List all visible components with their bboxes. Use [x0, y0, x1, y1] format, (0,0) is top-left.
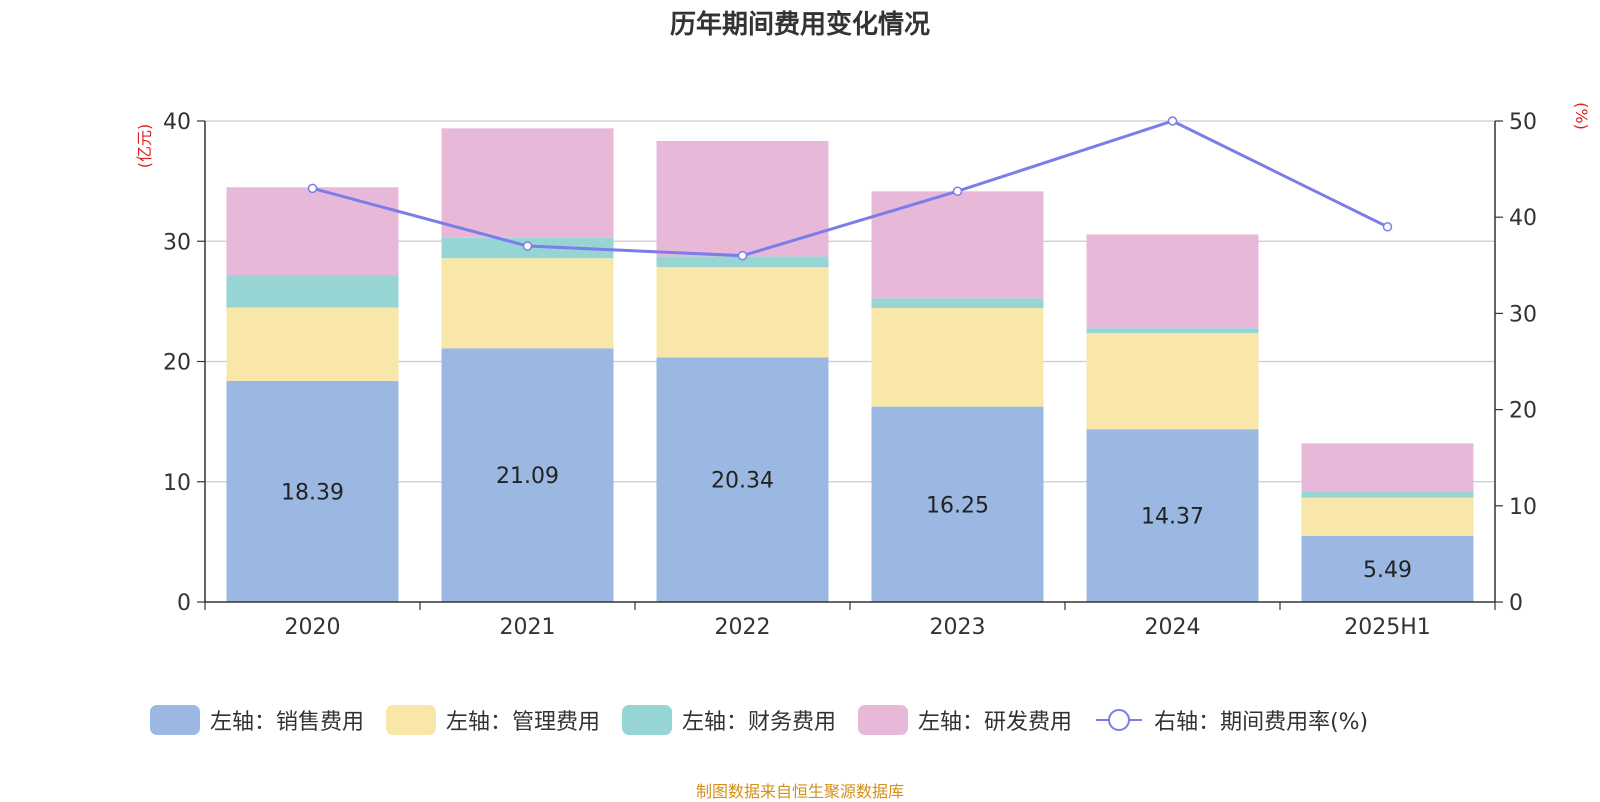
- legend-label: 右轴：期间费用率(%): [1154, 710, 1369, 735]
- right-axis-tick-label: 20: [1509, 399, 1537, 424]
- bar-segment: [871, 298, 1044, 308]
- rate-point: [307, 183, 318, 194]
- legend-swatch: [858, 705, 909, 735]
- rate-point: [1382, 222, 1393, 232]
- bar-data-label: 18.39: [281, 480, 344, 505]
- right-axis-tick-label: 40: [1509, 206, 1537, 231]
- legend-line-marker-icon: [1096, 709, 1143, 731]
- right-axis-tick-label: 10: [1509, 495, 1537, 520]
- rate-point: [952, 186, 963, 196]
- x-axis-tick-label: 2020: [285, 615, 341, 640]
- bar-segment: [656, 256, 829, 268]
- legend-label: 左轴：管理费用: [446, 710, 601, 735]
- x-axis-tick-label: 2021: [500, 615, 556, 640]
- left-axis-unit-label: (亿元): [135, 124, 154, 169]
- x-axis-tick-label: 2023: [930, 615, 986, 640]
- left-axis-tick-label: 0: [177, 591, 191, 616]
- rate-point: [1167, 116, 1178, 126]
- bar-segment: [226, 187, 399, 276]
- x-axis-tick-label: 2024: [1145, 615, 1201, 640]
- chart-legend: 左轴：销售费用 左轴：管理费用 左轴：财务费用 左轴：研发费用 右轴：期间费用率(%): [150, 705, 1390, 735]
- right-axis-tick-label: 50: [1509, 110, 1537, 135]
- bar-segment: [871, 406, 1044, 602]
- x-axis-tick-label: 2025H1: [1344, 615, 1431, 640]
- bar-segment: [1086, 328, 1259, 334]
- chart-title: 历年期间费用变化情况: [669, 10, 930, 40]
- bar-data-label: 21.09: [496, 464, 559, 489]
- bar-segment: [656, 357, 829, 602]
- bar-segment: [441, 258, 614, 349]
- bar-segment: [226, 380, 399, 602]
- legend-item[interactable]: 左轴：财务费用: [622, 704, 836, 736]
- legend-label: 左轴：财务费用: [682, 710, 837, 735]
- legend-swatch: [386, 705, 437, 735]
- bar-segment: [871, 191, 1044, 299]
- right-axis-tick-label: 30: [1509, 302, 1537, 327]
- legend-item[interactable]: 右轴：期间费用率(%): [1094, 704, 1368, 736]
- bar-segment: [1086, 429, 1259, 602]
- legend-swatch: [150, 705, 200, 735]
- x-axis-tick-label: 2022: [715, 615, 771, 640]
- bar-segment: [226, 275, 399, 308]
- left-axis-tick-label: 30: [163, 230, 191, 255]
- left-axis-tick-label: 20: [163, 351, 191, 376]
- legend-item[interactable]: 左轴：销售费用: [150, 704, 364, 736]
- bar-data-label: 14.37: [1141, 505, 1204, 530]
- rate-point: [737, 250, 748, 261]
- legend-marker: [1108, 709, 1131, 731]
- legend-swatch: [622, 705, 673, 735]
- left-axis-tick-label: 40: [163, 110, 191, 135]
- legend-label: 左轴：销售费用: [210, 710, 365, 735]
- bar-data-label: 5.49: [1363, 558, 1412, 583]
- bar-segment: [441, 128, 614, 238]
- bar-segment: [656, 267, 829, 358]
- right-axis-unit-label: (%): [1572, 102, 1591, 130]
- bar-segment: [441, 348, 614, 602]
- bar-data-label: 20.34: [711, 469, 774, 494]
- chart-canvas: 0 10 20 30 40 0 10 20 30 40 50 (亿元) (%) 18.39 21.09 20.…: [135, 102, 1591, 640]
- bar-segment: [226, 307, 399, 381]
- bar-segment: [1086, 333, 1259, 430]
- bar-segment: [1301, 443, 1474, 492]
- legend-label: 左轴：研发费用: [918, 710, 1073, 735]
- bar-segment: [1301, 535, 1474, 602]
- data-source-note: 制图数据来自恒生聚源数据库: [695, 782, 904, 801]
- left-axis-tick-label: 10: [163, 471, 191, 496]
- right-axis-tick-label: 0: [1509, 591, 1523, 616]
- rate-point: [522, 241, 533, 251]
- rate-line: [312, 119, 1389, 258]
- legend-item[interactable]: 左轴：管理费用: [386, 704, 600, 736]
- bar-segment: [871, 307, 1044, 407]
- bar-segment: [1086, 234, 1259, 329]
- bar-data-label: 16.25: [926, 493, 989, 518]
- bar-segment: [1301, 497, 1474, 536]
- bar-segment: [1301, 491, 1474, 498]
- legend-item[interactable]: 左轴：研发费用: [858, 704, 1072, 736]
